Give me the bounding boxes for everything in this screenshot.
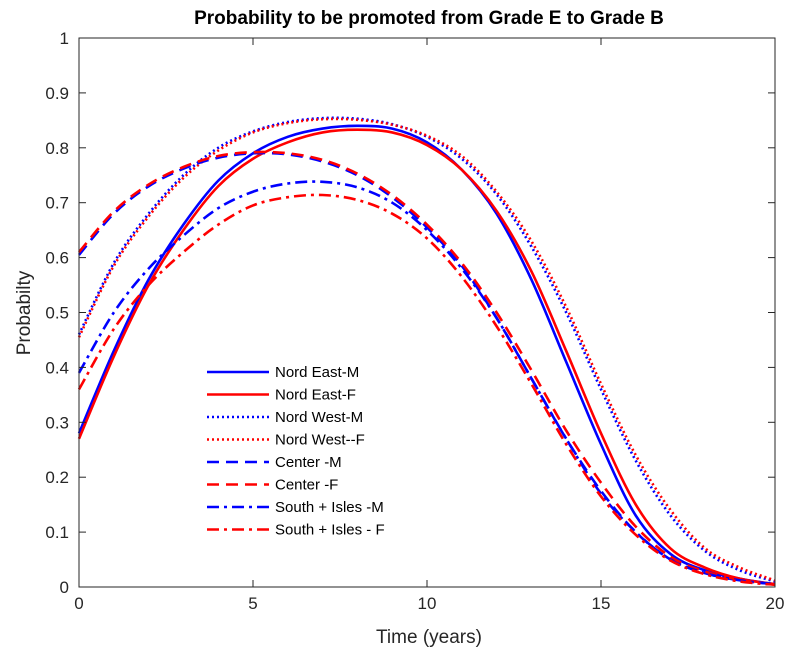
- x-tick-label: 0: [74, 594, 83, 613]
- y-tick-label: 0.1: [45, 523, 69, 542]
- y-tick-label: 1: [60, 29, 69, 48]
- y-tick-label: 0.9: [45, 84, 69, 103]
- legend-label-center-m: Center -M: [275, 454, 342, 471]
- x-tick-label: 15: [592, 594, 611, 613]
- legend-label-nord-west-m: Nord West-M: [275, 409, 363, 426]
- legend-label-center-f: Center -F: [275, 477, 338, 494]
- y-tick-label: 0.7: [45, 194, 69, 213]
- x-tick-label: 20: [766, 594, 785, 613]
- series-line-south-isles-f: [77, 193, 776, 587]
- x-tick-label: 5: [248, 594, 257, 613]
- legend-label-nord-east-m: Nord East-M: [275, 364, 359, 381]
- series-layer: [77, 116, 776, 587]
- series-line-nord-east-m: [77, 124, 776, 586]
- x-axis-label: Time (years): [376, 627, 482, 648]
- y-tick-label: 0.4: [45, 358, 69, 377]
- plot-area: [79, 38, 775, 587]
- y-tick-label: 0: [60, 578, 69, 597]
- y-axis-label: Probabilty: [14, 270, 35, 355]
- series-line-nord-east-f: [77, 128, 776, 586]
- y-tick-label: 0.3: [45, 413, 69, 432]
- legend: Nord East-M Nord East-F Nord West-M Nord We…: [207, 364, 385, 539]
- legend-label-south-isles-f: South + Isles - F: [275, 522, 385, 539]
- y-tick-label: 0.5: [45, 304, 69, 323]
- x-tick-label: 10: [418, 594, 437, 613]
- y-tick-label: 0.6: [45, 249, 69, 268]
- series-line-south-isles-m: [77, 180, 776, 586]
- series-line-nord-west-f: [77, 117, 776, 582]
- y-tick-label: 0.2: [45, 468, 69, 487]
- series-line-nord-west-m: [77, 116, 776, 583]
- series-line-center-f: [78, 150, 776, 586]
- x-axis: 0 5 10 15 20: [74, 38, 784, 613]
- legend-label-south-isles-m: South + Isles -M: [275, 499, 384, 516]
- y-tick-label: 0.8: [45, 139, 69, 158]
- y-axis: 0 0.1 0.2 0.3 0.4 0.5 0.6 0.7 0.8 0.9 1: [45, 29, 775, 597]
- legend-label-nord-east-f: Nord East-F: [275, 387, 356, 404]
- legend-label-nord-west-f: Nord West--F: [275, 432, 365, 449]
- chart-title: Probability to be promoted from Grade E …: [194, 8, 664, 29]
